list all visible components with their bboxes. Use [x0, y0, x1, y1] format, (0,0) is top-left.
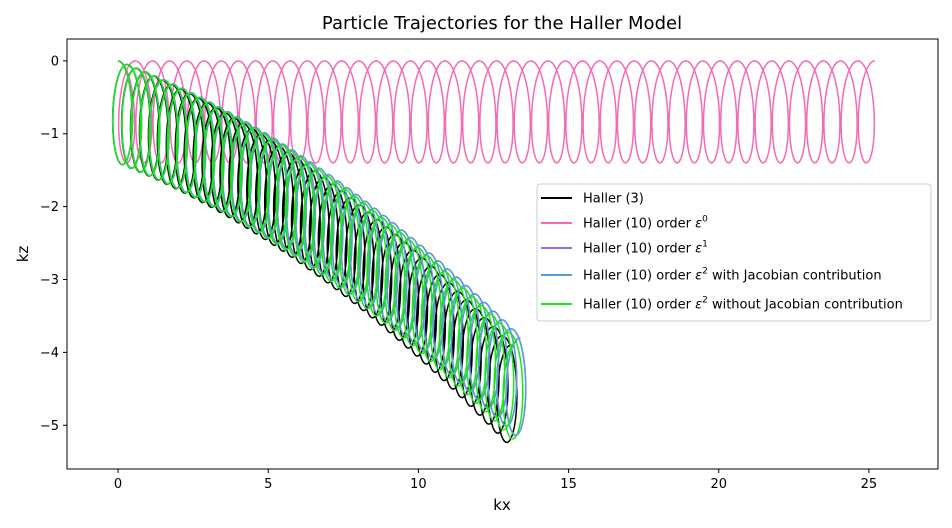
y-tick-label: −5	[40, 419, 59, 434]
legend-label: Haller (3)	[583, 192, 644, 207]
axes-frame	[66, 38, 939, 470]
y-tick-label: −1	[40, 127, 59, 142]
x-tick-label: 25	[861, 477, 878, 492]
y-axis-ticks: 0 −1 −2 −3 −4 −5	[40, 54, 67, 434]
y-tick-label: −2	[40, 200, 59, 215]
legend-box	[536, 183, 932, 322]
legend-label: Haller (10) order ε2 with Jacobian contr…	[583, 267, 882, 284]
x-axis-label: kx	[493, 496, 511, 514]
trajectory-line	[112, 60, 524, 440]
chart-title: Particle Trajectories for the Haller Mod…	[322, 13, 682, 34]
legend-label: Haller (10) order ε1	[583, 240, 708, 257]
y-tick-label: −4	[40, 346, 59, 361]
legend-label: Haller (10) order ε0	[583, 215, 708, 232]
legend-label: Haller (10) order ε2 without Jacobian co…	[583, 296, 903, 313]
y-tick-label: −3	[40, 273, 59, 288]
y-tick-label: 0	[51, 54, 59, 69]
x-tick-label: 10	[410, 477, 427, 492]
x-axis-ticks: 0 5 10 15 20 25	[114, 469, 877, 492]
x-tick-label: 20	[710, 477, 727, 492]
x-tick-label: 15	[560, 477, 577, 492]
x-tick-label: 5	[264, 477, 272, 492]
plot-area	[111, 60, 876, 444]
y-axis-label: kz	[14, 246, 32, 263]
x-tick-label: 0	[114, 477, 122, 492]
legend: Haller (3) Haller (10) order ε0 Haller (10…	[536, 183, 932, 322]
